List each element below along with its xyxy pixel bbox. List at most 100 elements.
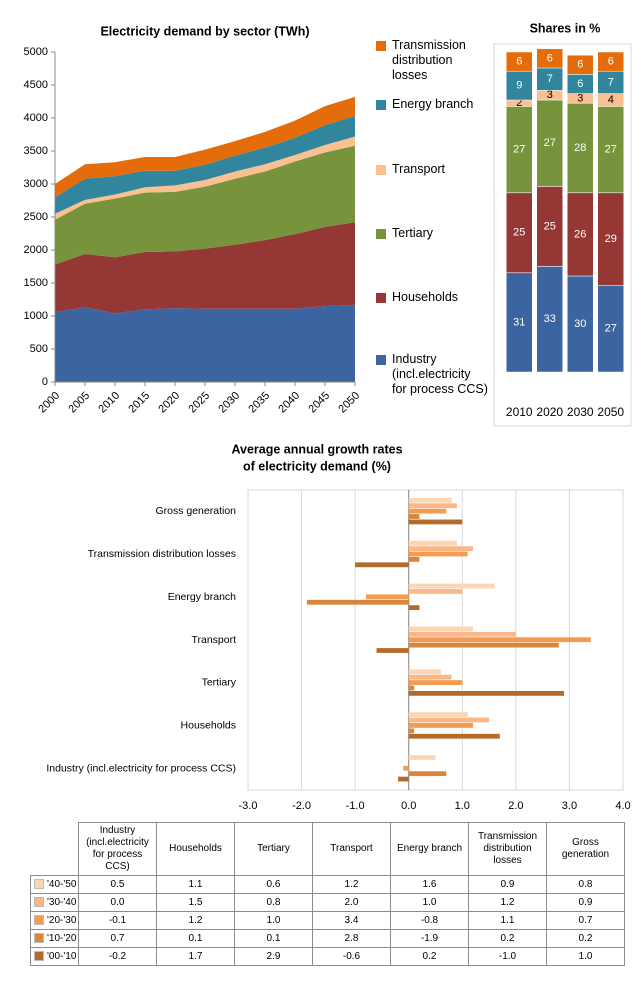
- charts: Electricity demand by sector (TWh) 0 500 10…: [24, 21, 632, 812]
- legend-label: '30-'40: [47, 897, 77, 908]
- bar-value-label: 6: [547, 52, 553, 64]
- x-tick-label: -2.0: [292, 800, 311, 812]
- x-tick-label: 2030: [567, 405, 594, 419]
- data-cell: 2.8: [312, 929, 391, 948]
- bar: [408, 642, 559, 648]
- legend-swatch: [376, 41, 386, 51]
- x-tick-label: 2050: [597, 405, 624, 419]
- legend-swatch: [376, 229, 386, 239]
- category-label: Gross generation: [155, 505, 236, 517]
- bar: [408, 583, 495, 589]
- y-tick-label: 5000: [24, 46, 48, 58]
- y-tick-label: 1000: [24, 310, 48, 322]
- bar-segment: [597, 192, 624, 286]
- category-label: Energy branch: [168, 591, 236, 603]
- category-label: Households: [181, 719, 236, 731]
- bar-segment: [536, 186, 563, 267]
- x-tick-label: 2020: [536, 405, 563, 419]
- shares-frame: [493, 43, 632, 427]
- data-cell: 3.4: [312, 911, 391, 930]
- bar: [408, 674, 452, 680]
- bar-value-label: 2: [516, 97, 522, 109]
- bar: [408, 551, 468, 557]
- bar-value-label: 6: [577, 78, 583, 90]
- chart-title: Shares in %: [530, 21, 601, 35]
- bar: [408, 728, 415, 734]
- bar-value-label: 27: [605, 323, 617, 335]
- bar: [408, 723, 473, 728]
- legend-key-cell: '40-'50: [30, 875, 79, 894]
- bar: [398, 776, 409, 782]
- bar-segment: [506, 192, 533, 274]
- x-tick-label: 2035: [246, 390, 272, 416]
- bar: [408, 637, 591, 643]
- data-cell: -1.0: [468, 947, 547, 966]
- bar-segment: [567, 54, 594, 75]
- bar-segment: [506, 106, 533, 194]
- corner-cell: [30, 822, 79, 876]
- bar-value-label: 7: [608, 76, 614, 88]
- bar: [408, 503, 457, 509]
- data-cell: 0.9: [468, 875, 547, 894]
- bar: [306, 599, 409, 605]
- bar: [408, 626, 473, 632]
- area: [55, 304, 355, 382]
- y-tick-label: 3500: [24, 145, 48, 157]
- bar: [408, 771, 447, 777]
- chart-title: Average annual growth rates: [231, 442, 402, 456]
- legend-item: Households: [376, 290, 488, 305]
- legend-swatch: [376, 165, 386, 175]
- y-tick-label: 3000: [24, 178, 48, 190]
- x-tick-label: 2005: [66, 390, 92, 416]
- x-tick-label: 3.0: [562, 800, 577, 812]
- bar-value-label: 3: [547, 89, 553, 101]
- data-cell: -0.8: [390, 911, 469, 930]
- data-row: '30-'40 0.0 1.5 0.8 2.0 1.0 1.2 0.9: [30, 893, 625, 912]
- data-row: '40-'50 0.5 1.1 0.6 1.2 1.6 0.9 0.8: [30, 875, 625, 894]
- x-tick-label: 1.0: [455, 800, 470, 812]
- data-row: '00-'10 -0.2 1.7 2.9 -0.6 0.2 -1.0 1.0: [30, 947, 625, 966]
- x-tick-label: 2.0: [508, 800, 523, 812]
- bar-segment: [506, 51, 533, 72]
- data-cell: 0.2: [390, 947, 469, 966]
- data-cell: 1.2: [156, 911, 235, 930]
- header-cell: Transmission distribution losses: [468, 822, 547, 876]
- data-cell: 0.2: [546, 929, 625, 948]
- legend-key-cell: '20-'30: [30, 911, 79, 930]
- bar-value-label: 31: [513, 316, 525, 328]
- legend-swatch: [376, 355, 386, 365]
- category-label: Transport: [191, 634, 236, 646]
- data-cell: 1.6: [390, 875, 469, 894]
- legend-label: Transmission distribution losses: [392, 38, 466, 82]
- bar-value-label: 3: [577, 92, 583, 104]
- legend-swatch: [376, 293, 386, 303]
- bar: [408, 605, 420, 611]
- legend-swatch: [376, 100, 386, 110]
- legend-label: '20-'30: [47, 915, 77, 926]
- y-tick-label: 4000: [24, 112, 48, 124]
- legend-item: Energy branch: [376, 97, 488, 112]
- bar: [408, 755, 436, 760]
- header-row: Industry (incl.electricity for process C…: [30, 822, 625, 876]
- legend-label: Tertiary: [392, 226, 433, 240]
- x-tick-label: 2045: [306, 390, 332, 416]
- bar-value-label: 29: [605, 233, 617, 245]
- data-cell: 1.7: [156, 947, 235, 966]
- legend-swatch: [34, 915, 44, 926]
- bar-segment: [597, 51, 624, 72]
- data-cell: 0.2: [468, 929, 547, 948]
- bar: [376, 648, 409, 653]
- data-cell: 1.0: [390, 893, 469, 912]
- data-table: Industry (incl.electricity for process C…: [30, 822, 625, 966]
- legend-label: '40-'50: [47, 879, 77, 890]
- x-tick-label: 0.0: [401, 800, 416, 812]
- x-tick-label: 2010: [96, 390, 122, 416]
- data-cell: 1.0: [546, 947, 625, 966]
- bar-value-label: 33: [544, 313, 556, 325]
- x-tick-label: 2050: [336, 390, 362, 416]
- bar-segment: [536, 266, 563, 373]
- bar-value-label: 27: [544, 137, 556, 149]
- data-cell: 0.1: [234, 929, 313, 948]
- chart-title: of electricity demand (%): [243, 459, 391, 473]
- data-cell: 1.0: [234, 911, 313, 930]
